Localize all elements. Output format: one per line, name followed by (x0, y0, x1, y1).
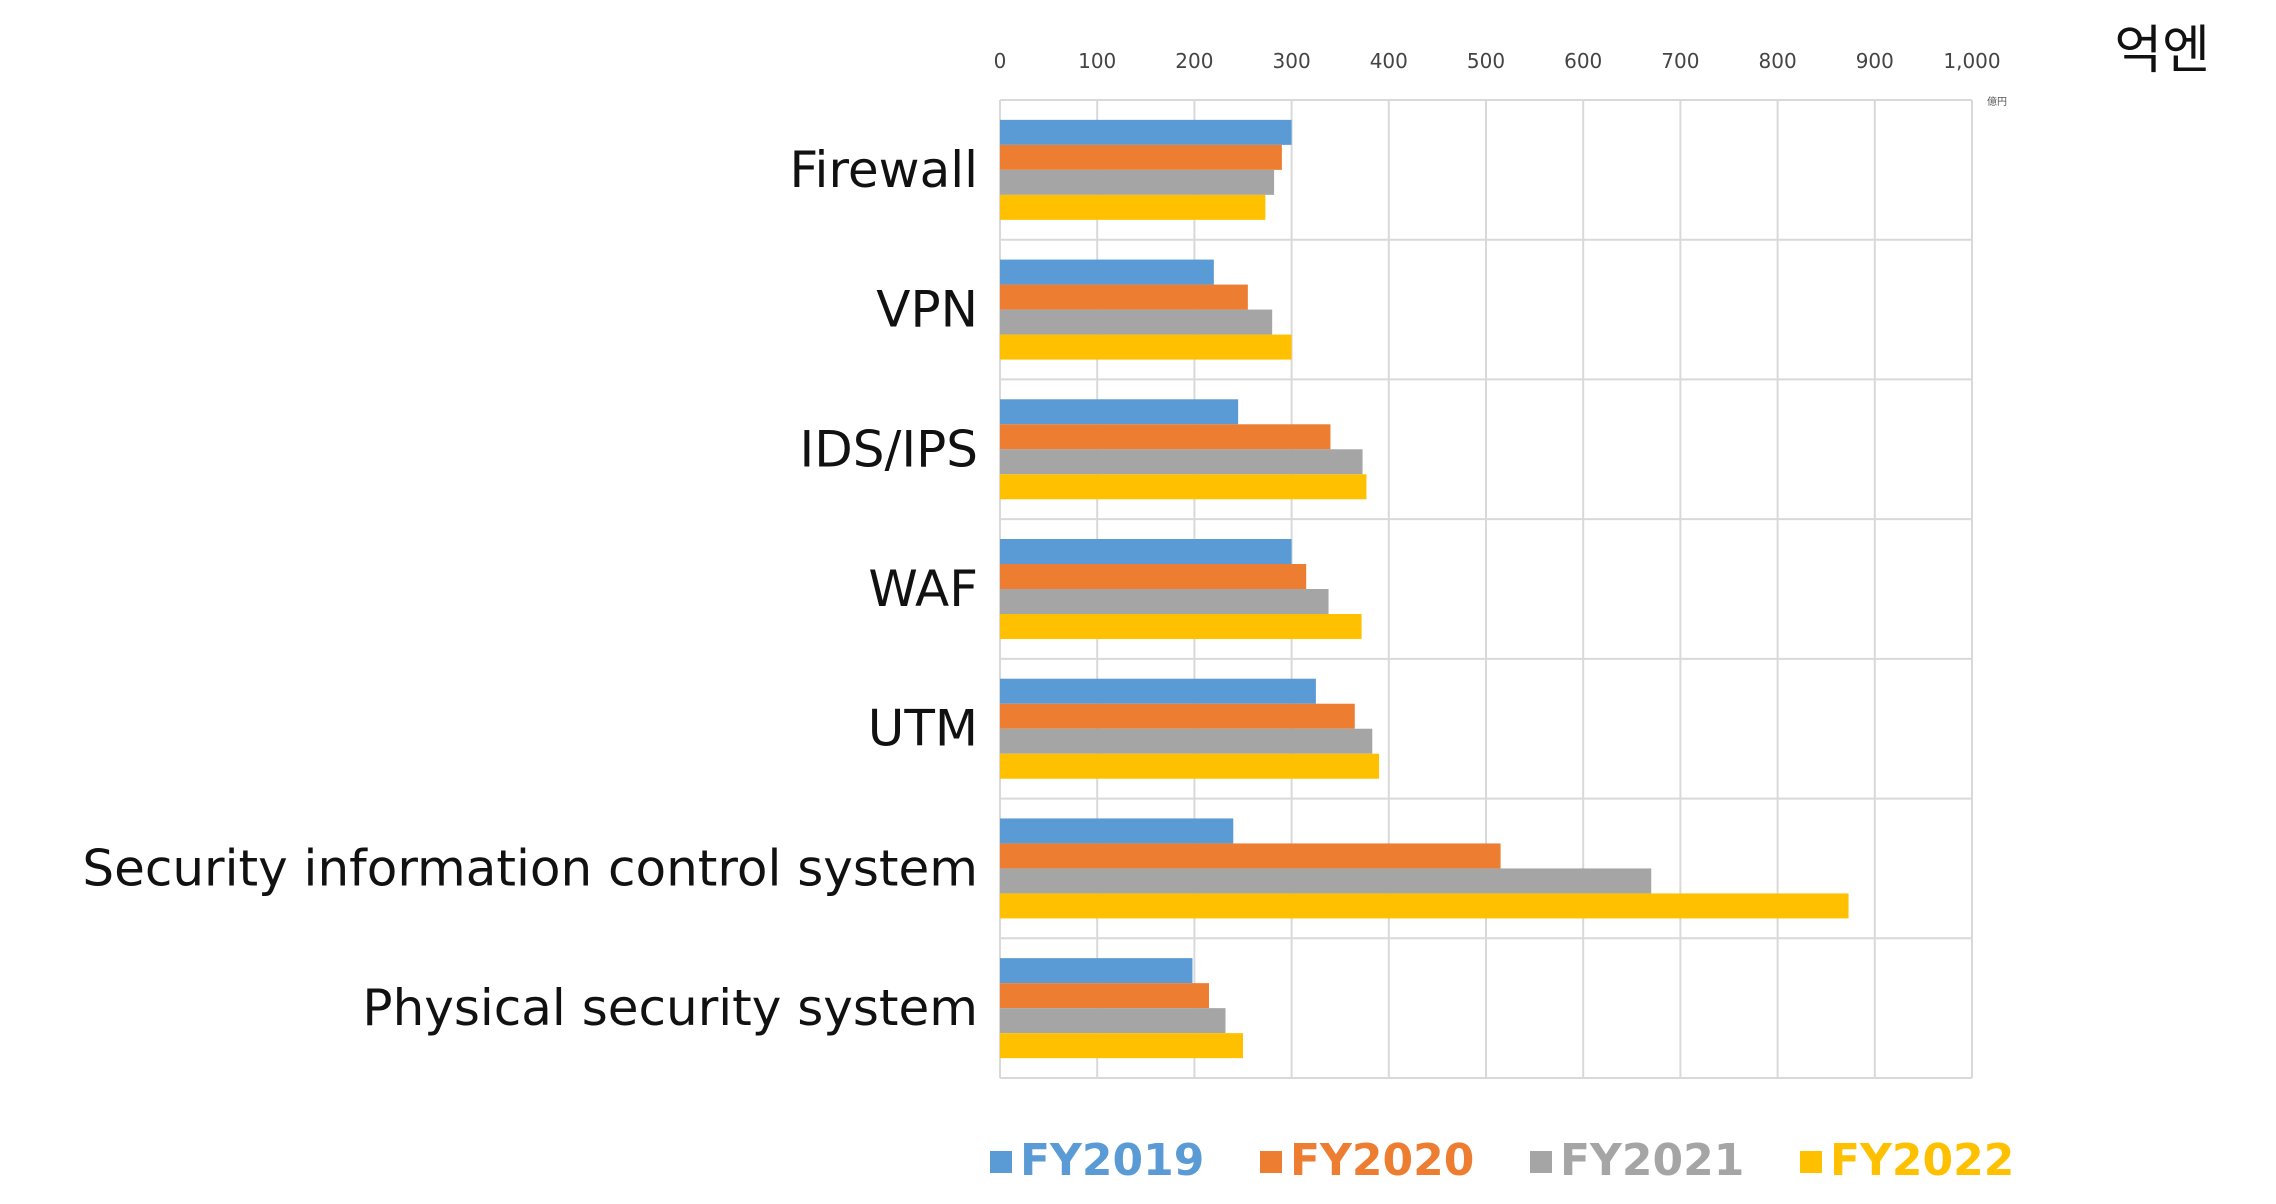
bar-fy2020-0 (1000, 144, 1282, 170)
x-axis-ticks: 0 100 200 300 400 500 600 700 800 900 1,000 (994, 49, 2001, 73)
x-tick-label: 0 (994, 49, 1007, 73)
unit-label-small: 億円 (1987, 95, 2007, 108)
category-label: VPN (876, 281, 978, 339)
bar-fy2021-1 (1000, 309, 1273, 335)
gridlines (999, 99, 1973, 1079)
bar-fy2022-4 (1000, 753, 1380, 779)
bar-fy2021-2 (1000, 449, 1363, 475)
bar-fy2019-0 (1000, 119, 1292, 145)
category-label: IDS/IPS (800, 420, 978, 478)
category-label: Security information control system (82, 839, 978, 897)
bar-fy2020-2 (1000, 424, 1331, 450)
bar-fy2022-5 (1000, 893, 1849, 919)
bar-fy2022-1 (1000, 334, 1292, 360)
bar-fy2021-0 (1000, 169, 1275, 195)
bar-fy2020-3 (1000, 564, 1307, 589)
x-tick-label: 200 (1175, 49, 1213, 73)
bar-fy2020-4 (1000, 703, 1355, 729)
legend-swatch-fy2020 (1260, 1151, 1282, 1173)
bar-fy2022-2 (1000, 474, 1367, 500)
bar-fy2019-4 (1000, 678, 1316, 704)
x-tick-label: 100 (1078, 49, 1116, 73)
bar-fy2022-3 (1000, 614, 1362, 639)
bar-fy2019-5 (1000, 818, 1234, 844)
x-tick-label: 600 (1564, 49, 1602, 73)
bars (1000, 119, 1849, 1059)
legend-label-fy2021: FY2021 (1560, 1135, 1744, 1186)
legend-label-fy2019: FY2019 (1020, 1135, 1204, 1186)
bar-fy2021-6 (1000, 1008, 1226, 1034)
bar-fy2019-3 (1000, 539, 1292, 564)
bar-fy2020-1 (1000, 284, 1248, 310)
legend-label-fy2022: FY2022 (1830, 1135, 2014, 1186)
bar-fy2019-2 (1000, 399, 1239, 425)
unit-label: 억엔 (2114, 21, 2210, 81)
x-tick-label: 800 (1759, 49, 1797, 73)
bar-fy2022-6 (1000, 1033, 1243, 1059)
bar-fy2019-1 (1000, 259, 1214, 285)
bar-fy2021-3 (1000, 589, 1329, 614)
bar-fy2021-4 (1000, 728, 1373, 754)
bar-fy2020-6 (1000, 983, 1209, 1009)
x-tick-label: 900 (1856, 49, 1894, 73)
category-label: Physical security system (362, 979, 978, 1037)
legend: FY2019 FY2020 FY2021 FY2022 (990, 1135, 2014, 1186)
category-label: UTM (868, 700, 978, 758)
bar-fy2019-6 (1000, 958, 1193, 984)
category-label: Firewall (789, 141, 978, 199)
x-tick-label: 700 (1661, 49, 1699, 73)
legend-swatch-fy2022 (1800, 1151, 1822, 1173)
category-labels: Firewall VPN IDS/IPS WAF UTM Security informa… (82, 141, 978, 1037)
legend-swatch-fy2021 (1530, 1151, 1552, 1173)
x-tick-label: 300 (1273, 49, 1311, 73)
x-tick-label: 1,000 (1943, 49, 2000, 73)
legend-label-fy2020: FY2020 (1290, 1135, 1474, 1186)
bar-fy2021-5 (1000, 868, 1652, 894)
legend-swatch-fy2019 (990, 1151, 1012, 1173)
category-label: WAF (868, 560, 978, 618)
bar-fy2020-5 (1000, 843, 1501, 869)
x-tick-label: 400 (1370, 49, 1408, 73)
bar-fy2022-0 (1000, 194, 1266, 220)
x-tick-label: 500 (1467, 49, 1505, 73)
